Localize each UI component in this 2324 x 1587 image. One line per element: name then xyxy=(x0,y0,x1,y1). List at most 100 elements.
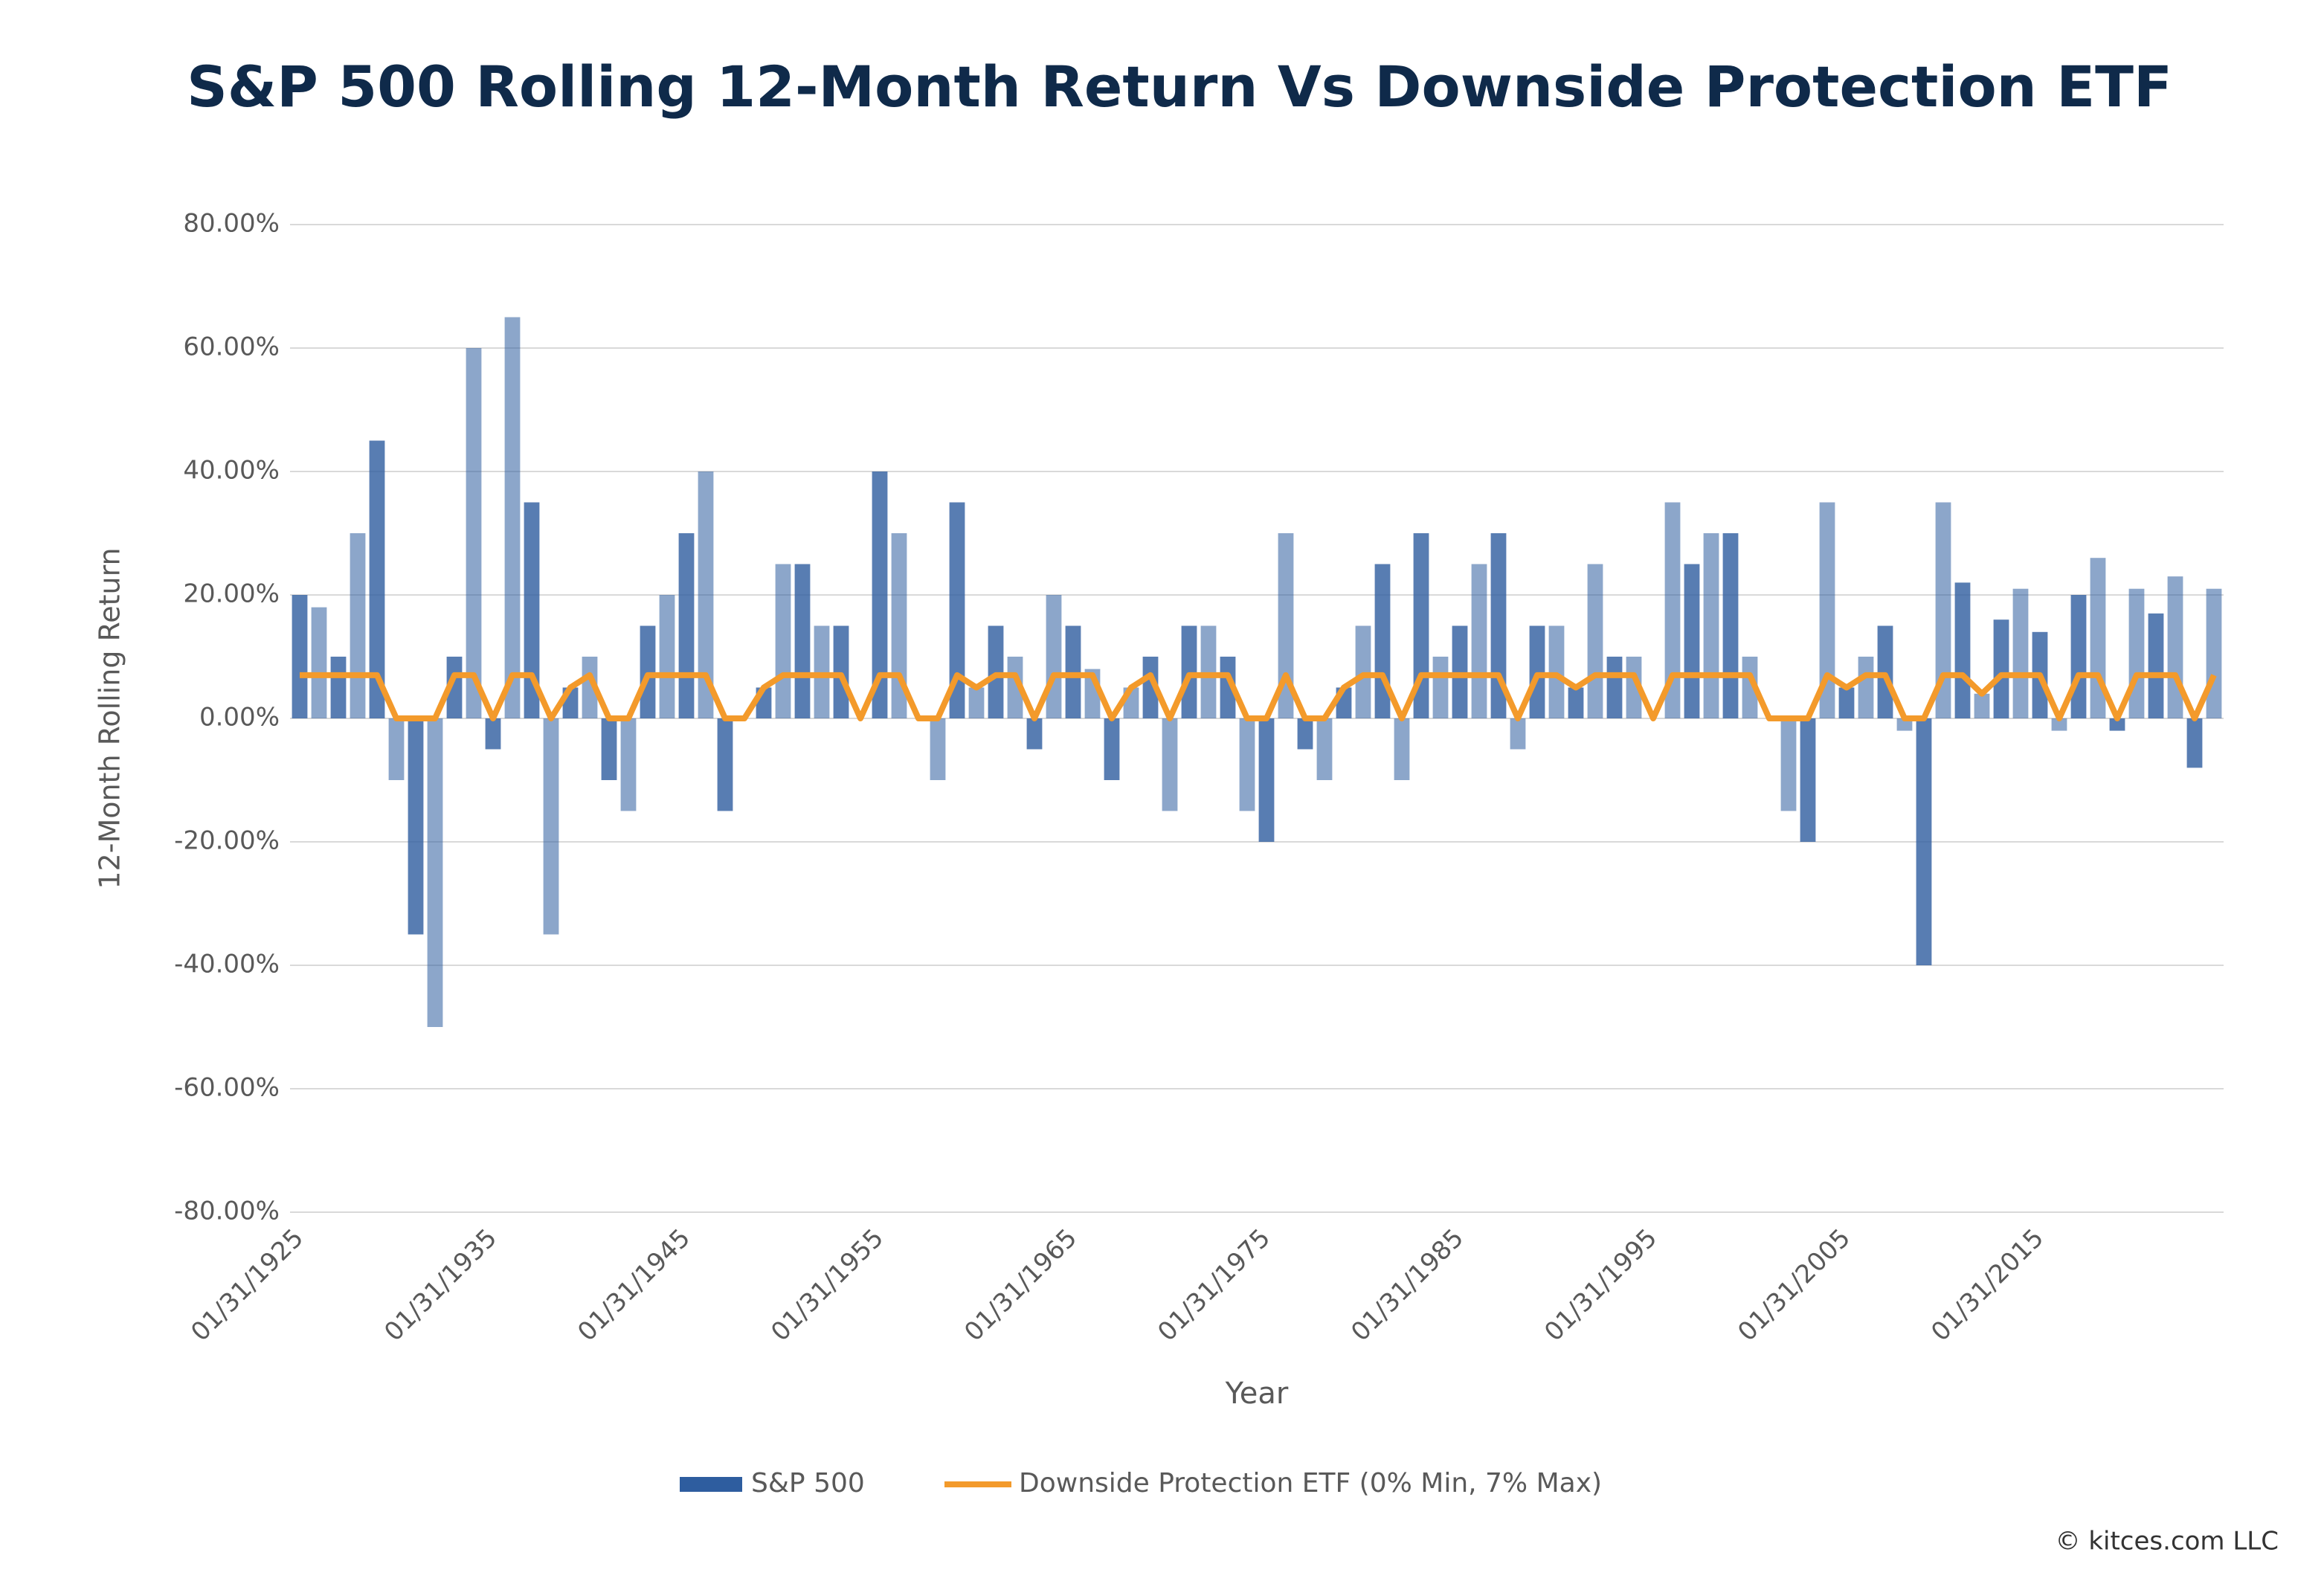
bar xyxy=(1993,619,2009,718)
bar xyxy=(582,657,598,718)
bar xyxy=(2051,718,2067,731)
bar xyxy=(1800,718,1816,842)
bar xyxy=(1104,718,1120,780)
bar xyxy=(1278,533,1294,718)
bar xyxy=(1162,718,1178,811)
y-tick-label: 80.00% xyxy=(183,209,280,239)
bar xyxy=(1007,657,1023,718)
bar xyxy=(949,502,965,718)
bar xyxy=(2070,595,2087,718)
bar xyxy=(1548,625,1565,718)
bar xyxy=(524,502,540,718)
bar xyxy=(2167,576,2183,718)
y-tick-label: -80.00% xyxy=(174,1197,280,1226)
bar xyxy=(1374,564,1391,718)
bar xyxy=(1413,533,1429,718)
bar xyxy=(2148,613,2164,718)
bar xyxy=(2109,718,2125,731)
bar xyxy=(1587,564,1603,718)
bar xyxy=(1432,657,1449,718)
bar xyxy=(775,564,791,718)
bar xyxy=(1819,502,1835,718)
bar xyxy=(311,607,327,718)
bar xyxy=(2128,588,2145,718)
bar xyxy=(678,533,695,718)
bar xyxy=(1355,625,1371,718)
bar xyxy=(2012,588,2029,718)
bar xyxy=(659,595,675,718)
bar xyxy=(2186,718,2203,768)
bar xyxy=(717,718,733,811)
x-tick-label: 01/31/1955 xyxy=(765,1223,889,1348)
bar xyxy=(1529,625,1545,718)
x-tick-label: 01/31/1985 xyxy=(1345,1223,1470,1348)
bar xyxy=(1780,718,1797,811)
y-axis-title: 12-Month Rolling Return xyxy=(94,547,126,889)
bar xyxy=(891,533,907,718)
x-tick-label: 01/31/1925 xyxy=(185,1223,309,1348)
bar xyxy=(1142,657,1159,718)
bar xyxy=(988,625,1004,718)
bar xyxy=(1722,533,1739,718)
bar xyxy=(872,471,888,718)
bar xyxy=(1954,582,1971,718)
bar xyxy=(1606,657,1623,718)
y-tick-label: -20.00% xyxy=(174,826,280,856)
bar xyxy=(1452,625,1468,718)
bar xyxy=(1490,533,1507,718)
bar xyxy=(968,687,985,718)
bar xyxy=(794,564,811,718)
bar xyxy=(814,625,830,718)
bar xyxy=(1510,718,1526,750)
bar xyxy=(504,317,521,718)
x-axis-title: Year xyxy=(1225,1377,1289,1411)
bar xyxy=(601,718,617,780)
credit: © kitces.com LLC xyxy=(2056,1527,2279,1557)
x-tick-label: 01/31/2005 xyxy=(1732,1223,1856,1348)
bar xyxy=(1239,718,1255,811)
bar xyxy=(1181,625,1197,718)
bar xyxy=(930,718,946,780)
bar xyxy=(1046,595,1062,718)
bar xyxy=(1664,502,1681,718)
y-tick-label: 0.00% xyxy=(199,703,280,733)
legend-swatch xyxy=(680,1477,742,1492)
bar xyxy=(1220,657,1236,718)
bar xyxy=(1626,657,1642,718)
line xyxy=(300,672,2217,721)
legend-label: S&P 500 xyxy=(751,1468,865,1499)
bar xyxy=(620,718,637,811)
x-tick-label: 01/31/1935 xyxy=(379,1223,503,1348)
x-tick-label: 01/31/1975 xyxy=(1152,1223,1276,1348)
bar xyxy=(446,657,463,718)
bar xyxy=(1858,657,1874,718)
bar xyxy=(1568,687,1584,718)
x-tick-label: 01/31/1945 xyxy=(572,1223,696,1348)
bar xyxy=(1742,657,1758,718)
bar xyxy=(1316,718,1333,780)
y-tick-label: 20.00% xyxy=(183,579,280,609)
bar xyxy=(1935,502,1951,718)
bar xyxy=(1838,687,1855,718)
bar xyxy=(1258,718,1275,842)
legend-label: Downside Protection ETF (0% Min, 7% Max) xyxy=(1019,1468,1602,1499)
bar xyxy=(1471,564,1487,718)
x-tick-label: 01/31/2015 xyxy=(1925,1223,2050,1348)
bar xyxy=(466,348,482,718)
bar xyxy=(388,718,405,780)
bar xyxy=(369,440,385,718)
bar xyxy=(1065,625,1081,718)
bar xyxy=(543,718,559,935)
bar xyxy=(1703,533,1719,718)
bar xyxy=(698,471,714,718)
bar xyxy=(292,595,308,718)
bar xyxy=(640,625,656,718)
bar xyxy=(1297,718,1313,750)
bar xyxy=(1684,564,1700,718)
bar xyxy=(833,625,849,718)
bar xyxy=(1916,718,1932,965)
bar xyxy=(408,718,424,935)
bar xyxy=(1200,625,1217,718)
